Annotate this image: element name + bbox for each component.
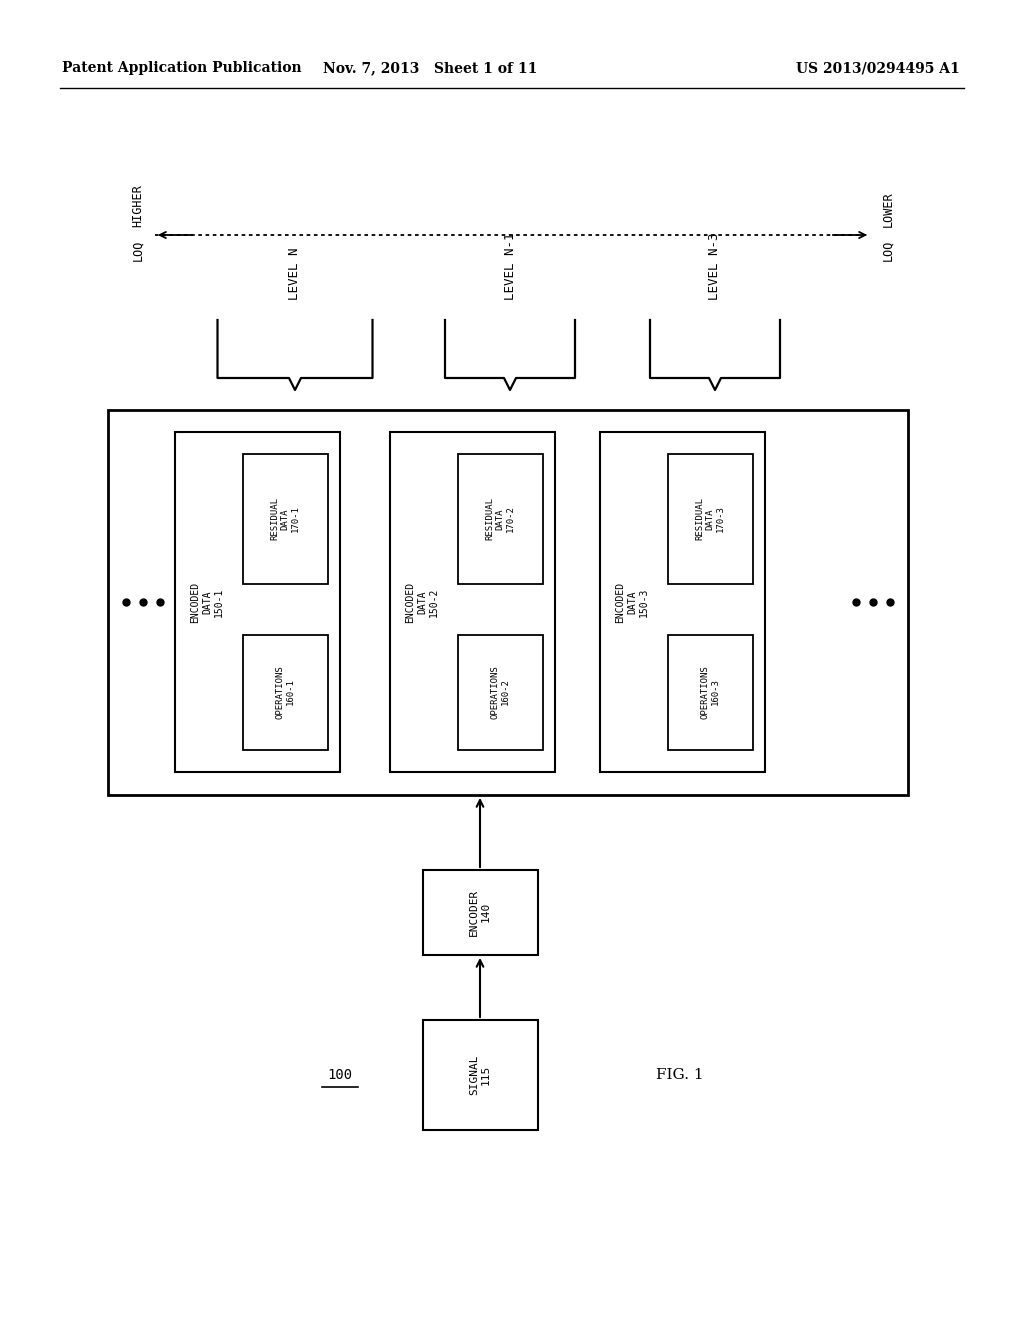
Text: ENCODED
DATA
150-2: ENCODED DATA 150-2 xyxy=(406,581,438,623)
Text: ENCODED
DATA
150-1: ENCODED DATA 150-1 xyxy=(190,581,223,623)
Text: RESIDUAL
DATA
170-3: RESIDUAL DATA 170-3 xyxy=(695,498,725,540)
Text: RESIDUAL
DATA
170-2: RESIDUAL DATA 170-2 xyxy=(485,498,515,540)
Bar xyxy=(458,454,543,583)
Text: RESIDUAL
DATA
170-1: RESIDUAL DATA 170-1 xyxy=(270,498,300,540)
Text: LEVEL N-3: LEVEL N-3 xyxy=(709,232,722,300)
Text: Patent Application Publication: Patent Application Publication xyxy=(62,61,302,75)
Bar xyxy=(423,870,538,954)
Bar xyxy=(108,411,908,795)
Text: US 2013/0294495 A1: US 2013/0294495 A1 xyxy=(797,61,961,75)
Text: HIGHER: HIGHER xyxy=(131,185,144,227)
Text: ENCODED
DATA
150-3: ENCODED DATA 150-3 xyxy=(615,581,648,623)
Text: LEVEL N-1: LEVEL N-1 xyxy=(504,232,516,300)
Text: OPERATIONS
160-3: OPERATIONS 160-3 xyxy=(700,665,720,719)
Bar xyxy=(175,432,340,772)
Text: LOQ: LOQ xyxy=(131,240,144,261)
Text: LOWER: LOWER xyxy=(882,191,895,227)
Bar xyxy=(390,432,555,772)
Text: SIGNAL
115: SIGNAL 115 xyxy=(469,1055,490,1096)
Bar xyxy=(243,635,328,750)
Text: Nov. 7, 2013   Sheet 1 of 11: Nov. 7, 2013 Sheet 1 of 11 xyxy=(323,61,538,75)
Bar xyxy=(668,454,753,583)
Bar xyxy=(243,454,328,583)
Bar xyxy=(423,1020,538,1130)
Bar xyxy=(600,432,765,772)
Text: 100: 100 xyxy=(328,1068,352,1082)
Bar xyxy=(668,635,753,750)
Text: LOQ: LOQ xyxy=(882,240,895,261)
Text: FIG. 1: FIG. 1 xyxy=(656,1068,703,1082)
Text: OPERATIONS
160-1: OPERATIONS 160-1 xyxy=(275,665,295,719)
Text: ENCODER
140: ENCODER 140 xyxy=(469,888,490,936)
Text: LEVEL N: LEVEL N xyxy=(289,248,301,300)
Text: OPERATIONS
160-2: OPERATIONS 160-2 xyxy=(490,665,510,719)
Bar xyxy=(458,635,543,750)
